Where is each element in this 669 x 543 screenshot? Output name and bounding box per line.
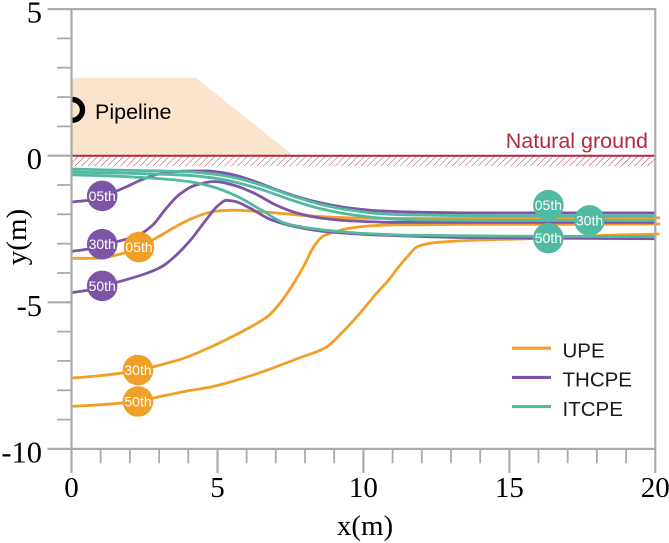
svg-text:5: 5	[27, 0, 42, 30]
svg-text:20: 20	[641, 472, 669, 504]
svg-text:ITCPE: ITCPE	[563, 398, 623, 421]
svg-text:Natural ground: Natural ground	[506, 129, 648, 153]
svg-text:Pipeline: Pipeline	[95, 100, 172, 124]
svg-text:UPE: UPE	[563, 340, 605, 363]
svg-text:5: 5	[210, 472, 225, 504]
svg-text:05th: 05th	[89, 188, 116, 204]
svg-text:50th: 50th	[535, 230, 562, 246]
svg-text:50th: 50th	[124, 394, 151, 410]
svg-text:30th: 30th	[89, 236, 116, 252]
svg-text:y(m): y(m)	[1, 209, 33, 265]
svg-text:-5: -5	[17, 289, 42, 323]
svg-text:50th: 50th	[89, 278, 116, 294]
svg-text:05th: 05th	[535, 197, 562, 213]
svg-text:10: 10	[349, 472, 378, 504]
svg-text:x(m): x(m)	[337, 510, 393, 542]
svg-text:30th: 30th	[576, 212, 603, 228]
svg-text:30th: 30th	[124, 362, 151, 378]
svg-text:THCPE: THCPE	[563, 369, 632, 392]
svg-text:0: 0	[27, 142, 42, 176]
svg-text:05th: 05th	[125, 239, 152, 255]
svg-text:15: 15	[495, 472, 524, 504]
svg-text:-10: -10	[1, 435, 42, 469]
svg-text:0: 0	[64, 472, 79, 504]
